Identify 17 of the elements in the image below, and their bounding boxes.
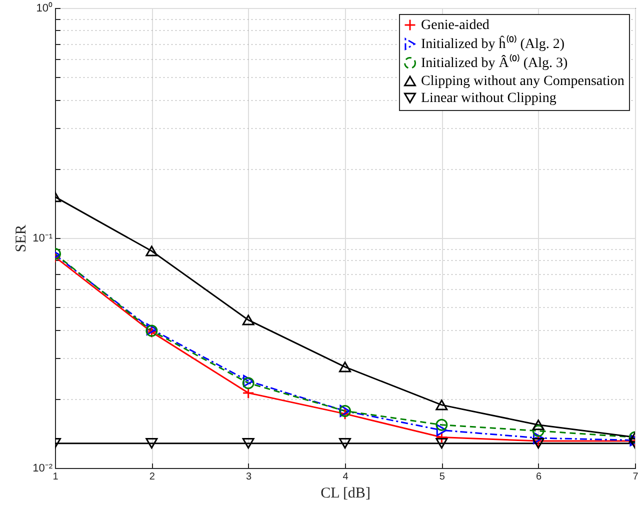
x-tick-label: 4 bbox=[342, 472, 349, 482]
legend-label: Initialized by ĥ⁽⁰⁾ (Alg. 2) bbox=[421, 35, 565, 52]
legend-label: Linear without Clipping bbox=[421, 91, 556, 106]
legend-label: Clipping without any Compensation bbox=[421, 74, 624, 89]
x-tick-label: 6 bbox=[536, 472, 542, 482]
legend-label: Genie-aided bbox=[421, 18, 490, 33]
y-axis-title: SER bbox=[14, 224, 30, 252]
x-tick-label: 5 bbox=[439, 472, 446, 482]
y-tick-label: 10⁻¹ bbox=[32, 232, 53, 244]
x-tick-label: 2 bbox=[149, 472, 156, 482]
y-tick-label: 10⁰ bbox=[36, 2, 52, 14]
y-tick-label: 10⁻² bbox=[32, 462, 53, 474]
x-tick-label: 3 bbox=[246, 472, 252, 482]
legend-label: Initialized by Â⁽⁰⁾ (Alg. 3) bbox=[421, 54, 568, 71]
x-axis-title: CL [dB] bbox=[320, 486, 370, 502]
x-tick-label: 1 bbox=[52, 472, 59, 482]
x-tick-label: 7 bbox=[632, 472, 639, 482]
